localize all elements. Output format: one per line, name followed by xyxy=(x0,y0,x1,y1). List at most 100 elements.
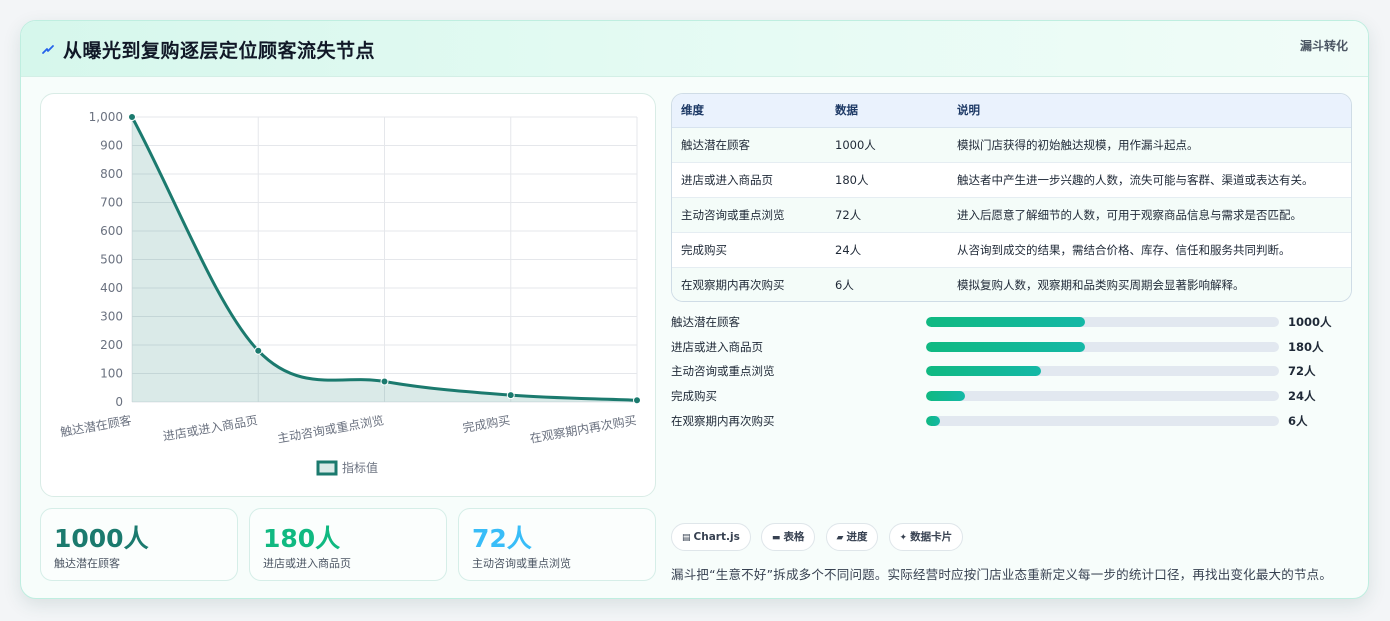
y-tick-label: 100 xyxy=(100,367,123,381)
table-cell: 触达潜在顾客 xyxy=(672,127,835,163)
chip-label: 进度 xyxy=(846,531,868,543)
table-row: 触达潜在顾客 1000人 模拟门店获得的初始触达规模，用作漏斗起点。 xyxy=(672,127,1351,163)
chip-chartjs[interactable]: ▤ Chart.js xyxy=(671,523,751,551)
stat-label: 进店或进入商品页 xyxy=(263,557,351,570)
progress-value: 1000人 xyxy=(1288,315,1332,329)
table-cell: 主动咨询或重点浏览 xyxy=(672,197,835,233)
column-header: 数据 xyxy=(835,94,957,128)
progress-list: 触达潜在顾客 1000人 进店或进入商品页 180人 主动咨询或重点浏览 72人… xyxy=(671,313,1352,436)
progress-value: 180人 xyxy=(1288,339,1324,354)
stat-card-reach: 1000人 触达潜在顾客 xyxy=(40,508,238,581)
table-cell: 进店或进入商品页 xyxy=(672,162,835,198)
x-tick-label: 主动咨询或重点浏览 xyxy=(276,412,385,446)
x-tick-label: 触达潜在顾客 xyxy=(59,412,133,439)
progress-track xyxy=(926,317,1279,327)
series-line xyxy=(130,116,638,402)
progress-track xyxy=(926,415,1279,426)
legend-swatch xyxy=(316,460,338,476)
stat-card-inquiry: 72人 主动咨询或重点浏览 xyxy=(458,508,656,581)
y-tick-label: 900 xyxy=(100,139,123,153)
table-cell: 模拟复购人数，观察期和品类购买周期会显著影响解释。 xyxy=(957,277,1245,292)
chip-label: 数据卡片 xyxy=(910,531,953,543)
table-row: 在观察期内再次购买 6人 模拟复购人数，观察期和品类购买周期会显著影响解释。 xyxy=(672,267,1351,301)
table-cell: 6人 xyxy=(835,277,854,292)
table-row: 进店或进入商品页 180人 触达者中产生进一步兴趣的人数，流失可能与客群、渠道或… xyxy=(672,162,1351,198)
table-row: 完成购买 24人 从咨询到成交的结果，需结合价格、库存、信任和服务共同判断。 xyxy=(672,232,1351,268)
progress-row: 完成购买 24人 xyxy=(671,387,1352,412)
progress-value: 72人 xyxy=(1288,364,1316,379)
table-cell: 180人 xyxy=(835,162,957,198)
stat-value: 1000人 xyxy=(54,524,149,553)
progress-icon: ▰ xyxy=(836,533,844,543)
data-point xyxy=(506,391,515,400)
y-tick-label: 0 xyxy=(115,395,123,409)
chart-svg: 0 100 200 300 400 500 600 700 800 900 1,000 触达潜在顾客 进… xyxy=(59,110,641,476)
series-area xyxy=(132,117,637,402)
progress-value: 24人 xyxy=(1288,389,1316,404)
progress-row: 主动咨询或重点浏览 72人 xyxy=(671,362,1352,387)
table-cell: 1000人 xyxy=(835,127,957,163)
column-header: 说明 xyxy=(957,94,1351,128)
y-tick-label: 200 xyxy=(100,338,123,352)
table-cell: 24人 xyxy=(835,232,957,268)
progress-fill xyxy=(926,366,1041,377)
progress-label: 进店或进入商品页 xyxy=(671,339,763,354)
data-point xyxy=(254,346,263,355)
tech-chips: ▤ Chart.js ▬ 表格 ▰ 进度 ✦ 数据卡片 xyxy=(671,523,968,551)
data-point xyxy=(380,377,389,386)
column-header: 维度 xyxy=(672,94,835,128)
y-tick-label: 400 xyxy=(100,281,123,295)
page-title: 从曝光到复购逐层定位顾客流失节点 xyxy=(63,40,376,62)
table-header-row: 维度 数据 说明 xyxy=(672,94,1351,128)
footer-note: 漏斗把“生意不好”拆成多个不同问题。实际经营时应按门店业态重新定义每一步的统计口… xyxy=(671,567,1333,582)
table-cell: 完成购买 xyxy=(672,232,835,268)
funnel-card: 从曝光到复购逐层定位顾客流失节点 漏斗转化 0 100 200 300 400 500 60… xyxy=(20,20,1369,599)
y-tick-label: 800 xyxy=(100,167,123,181)
category-tag: 漏斗转化 xyxy=(1299,39,1348,53)
y-tick-label: 600 xyxy=(100,224,123,238)
progress-row: 触达潜在顾客 1000人 xyxy=(671,313,1352,338)
progress-fill xyxy=(926,341,1085,352)
progress-track xyxy=(926,341,1279,352)
x-tick-label: 进店或进入商品页 xyxy=(162,412,259,443)
progress-fill xyxy=(926,317,1085,327)
progress-label: 在观察期内再次购买 xyxy=(671,413,775,428)
progress-fill xyxy=(926,391,965,402)
table-row: 主动咨询或重点浏览 72人 进入后愿意了解细节的人数，可用于观察商品信息与需求是… xyxy=(672,197,1351,233)
x-tick-label: 在观察期内再次购买 xyxy=(529,412,638,446)
y-tick-label: 500 xyxy=(100,253,123,267)
table-icon: ▬ xyxy=(771,533,781,543)
progress-value: 6人 xyxy=(1288,413,1308,428)
lightning-icon xyxy=(42,45,54,54)
table-cell: 从咨询到成交的结果，需结合价格、库存、信任和服务共同判断。 xyxy=(957,232,1351,268)
progress-label: 触达潜在顾客 xyxy=(671,315,740,329)
y-tick-label: 1,000 xyxy=(89,110,123,124)
chip-progress[interactable]: ▰ 进度 xyxy=(825,523,879,551)
progress-row: 进店或进入商品页 180人 xyxy=(671,338,1352,363)
progress-label: 主动咨询或重点浏览 xyxy=(671,364,775,379)
table-cell: 72人 xyxy=(835,197,957,233)
chip-label: Chart.js xyxy=(693,531,740,543)
progress-label: 完成购买 xyxy=(671,389,717,404)
progress-fill xyxy=(926,415,941,426)
y-tick-label: 700 xyxy=(100,196,123,210)
y-tick-label: 300 xyxy=(100,310,123,324)
stat-label: 触达潜在顾客 xyxy=(54,557,120,570)
chart-icon: ▤ xyxy=(682,533,691,543)
chip-label: 表格 xyxy=(783,531,805,543)
stat-value: 180人 xyxy=(263,524,341,553)
data-table: 维度 数据 说明 触达潜在顾客 1000人 模拟门店获得的初始触达规模，用作漏斗… xyxy=(672,94,1351,301)
data-table-panel: 维度 数据 说明 触达潜在顾客 1000人 模拟门店获得的初始触达规模，用作漏斗… xyxy=(671,93,1352,302)
table-cell: 在观察期内再次购买 xyxy=(681,277,785,292)
stat-label: 主动咨询或重点浏览 xyxy=(472,557,571,570)
table-cell: 进入后愿意了解细节的人数，可用于观察商品信息与需求是否匹配。 xyxy=(957,197,1351,233)
chip-table[interactable]: ▬ 表格 xyxy=(760,523,816,551)
progress-row: 在观察期内再次购买 6人 xyxy=(671,412,1352,437)
card-header: 从曝光到复购逐层定位顾客流失节点 漏斗转化 xyxy=(21,21,1368,77)
chip-data-cards[interactable]: ✦ 数据卡片 xyxy=(888,523,964,551)
stat-card-visit: 180人 进店或进入商品页 xyxy=(249,508,447,581)
sparkle-icon: ✦ xyxy=(899,533,908,543)
table-cell: 模拟门店获得的初始触达规模，用作漏斗起点。 xyxy=(957,127,1351,163)
x-tick-label: 完成购买 xyxy=(461,412,511,435)
funnel-chart: 0 100 200 300 400 500 600 700 800 900 1,000 触达潜在顾客 进… xyxy=(40,93,656,497)
